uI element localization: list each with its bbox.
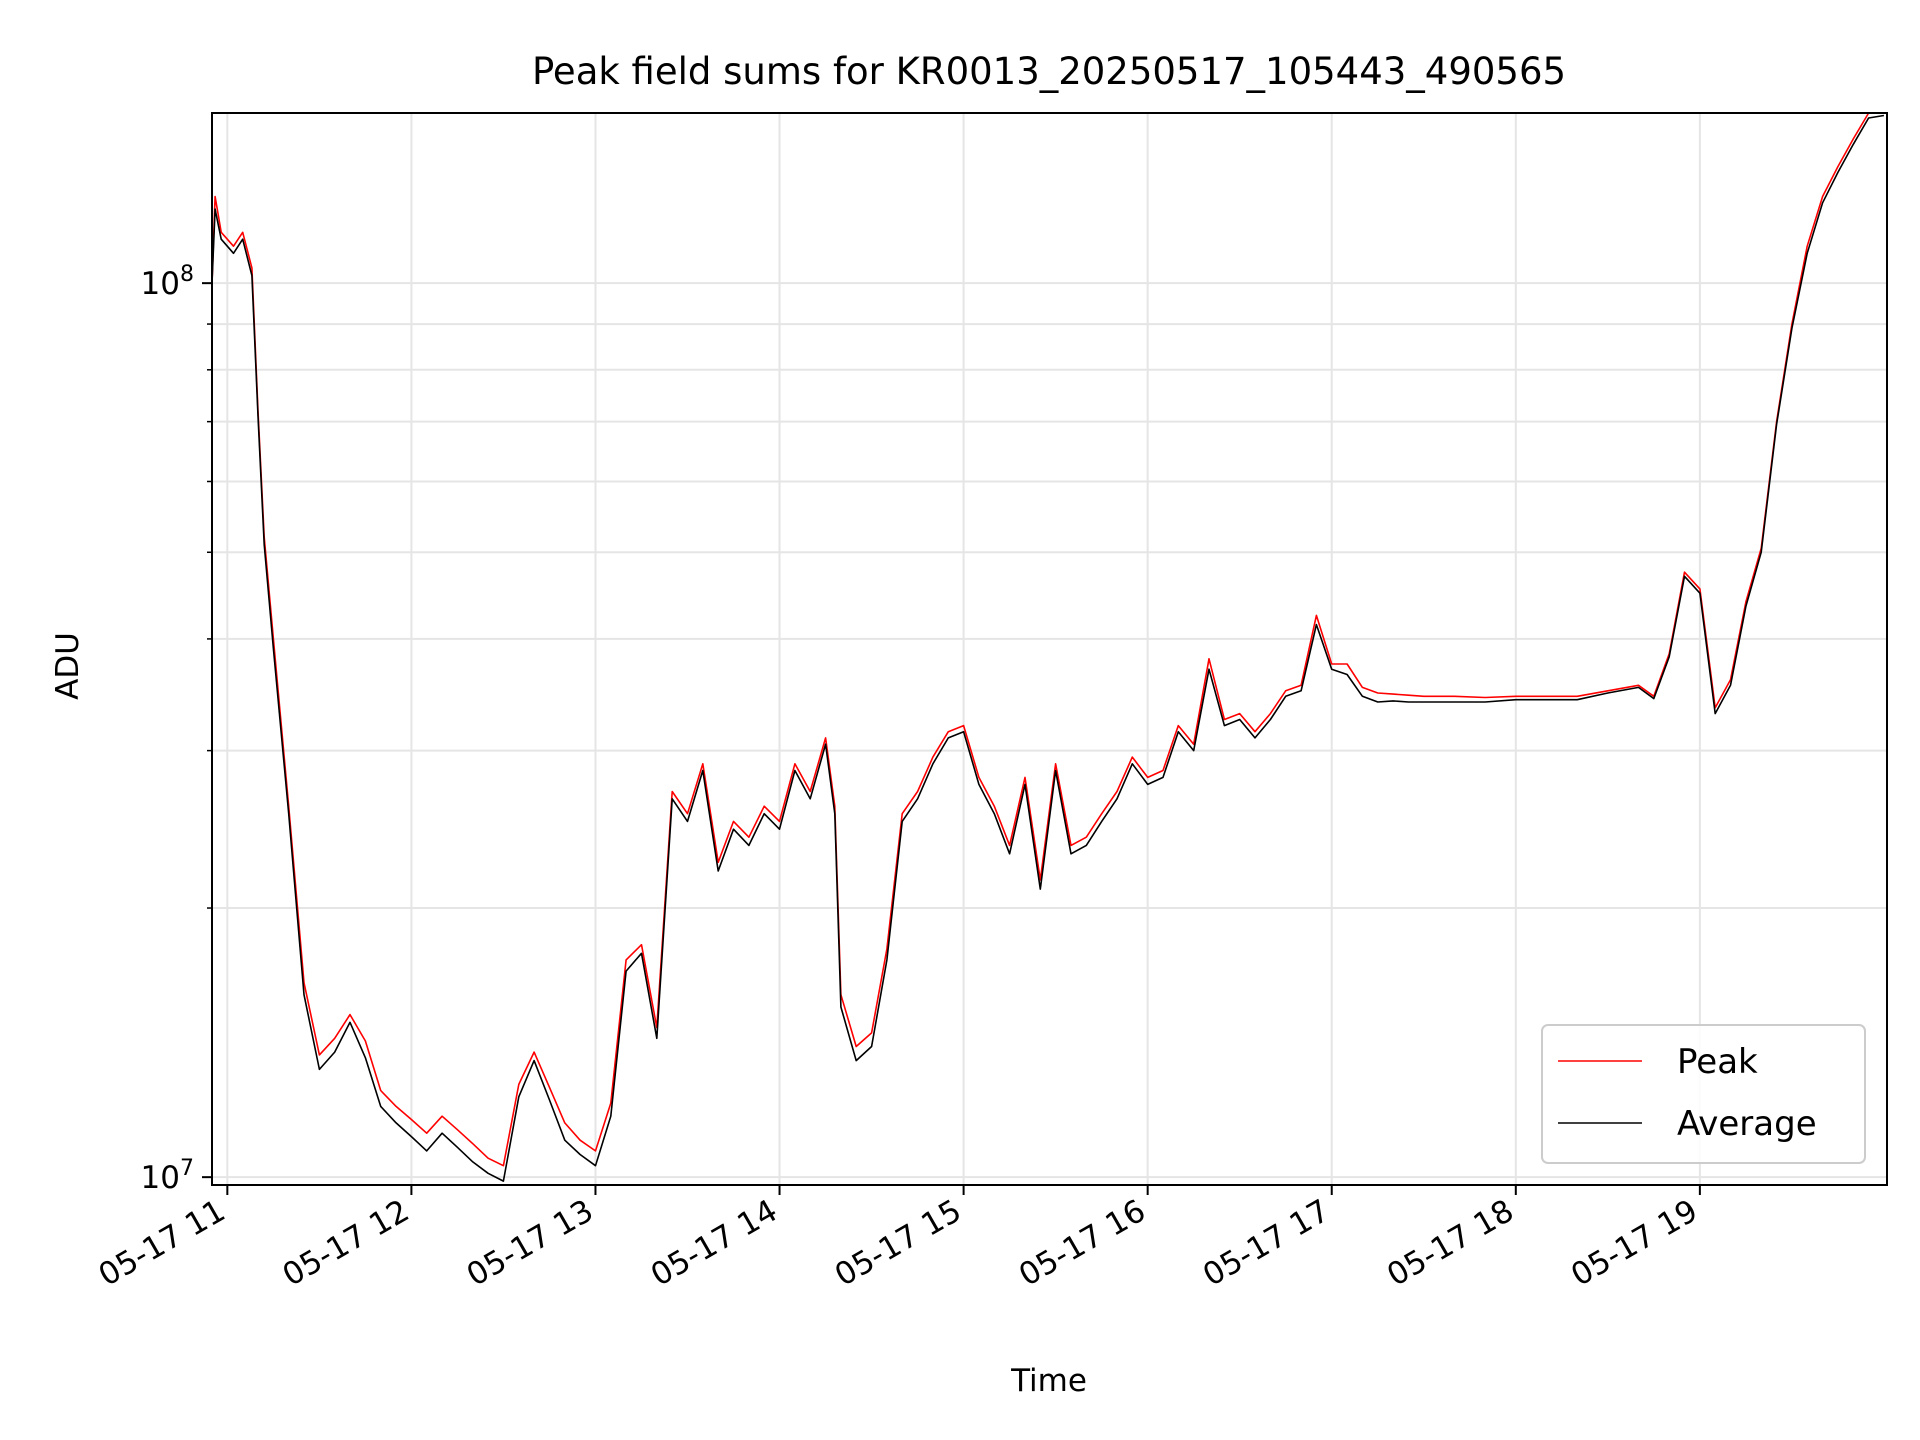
legend-label-peak: Peak bbox=[1677, 1042, 1758, 1082]
grid bbox=[212, 113, 1887, 1185]
y-tick-base: 10 bbox=[141, 266, 180, 302]
y-axis-label: ADU bbox=[50, 632, 86, 700]
y-tick-exponent: 7 bbox=[180, 1156, 194, 1181]
y-tick-label: 107 bbox=[141, 1156, 194, 1196]
chart-title: Peak field sums for KR0013_20250517_1054… bbox=[532, 50, 1566, 93]
series-layer bbox=[211, 112, 1885, 1182]
y-tick-base: 10 bbox=[141, 1160, 180, 1196]
y-tick-exponent: 8 bbox=[180, 262, 194, 287]
legend-box bbox=[1541, 1024, 1866, 1164]
series-line-average bbox=[211, 114, 1885, 1182]
plot-frame bbox=[211, 112, 1888, 1186]
y-tick-label: 108 bbox=[141, 262, 194, 302]
legend-label-average: Average bbox=[1677, 1104, 1817, 1144]
series-line-peak bbox=[211, 112, 1884, 1167]
legend: Peak Average bbox=[1541, 1024, 1866, 1164]
x-axis-label: Time bbox=[1010, 1363, 1087, 1399]
